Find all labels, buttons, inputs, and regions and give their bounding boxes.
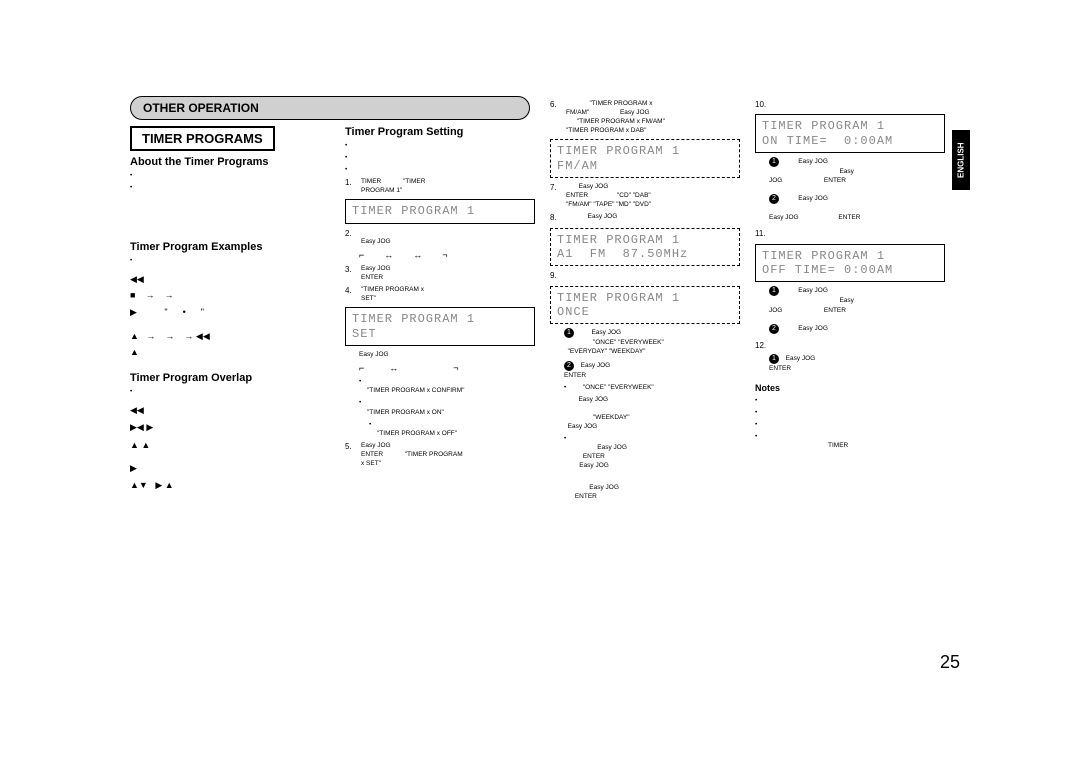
display-fmam: TIMER PROGRAM 1 FM/AM [550,139,740,178]
circle-2b-icon: 2 [769,194,779,204]
overlap-heading: Timer Program Overlap [130,372,330,384]
step-6-num: 6. [550,99,562,135]
display-freq: TIMER PROGRAM 1 A1 FM 87.50MHz [550,228,740,267]
setting-heading: Timer Program Setting [345,126,535,138]
circle-1b-icon: 1 [769,157,779,167]
step-11-num: 11. [755,228,767,239]
step-8-num: 8. [550,212,562,223]
step-12-num: 12. [755,340,767,351]
step-7-num: 7. [550,182,562,209]
examples-heading: Timer Program Examples [130,241,330,253]
about-heading: About the Timer Programs [130,156,330,168]
language-tab: ENGLISH [952,130,970,190]
notes-heading: Notes [755,383,945,393]
display-timer-program-1: TIMER PROGRAM 1 [345,199,535,223]
step-2-num: 2. [345,228,357,246]
circle-2-icon: 2 [564,361,574,371]
column-2: Timer Program Setting • • • 1. TIMER "TI… [345,96,535,666]
step-3-num: 3. [345,264,357,282]
column-1: OTHER OPERATION TIMER PROGRAMS About the… [130,96,330,666]
circle-2c-icon: 2 [769,324,779,334]
timeline-diagram-2: ◀◀ ▶◀ ▶ ▲ ▲ ▶ ▲▼ ▶ ▲ [130,402,330,493]
step-9-num: 9. [550,270,562,281]
circle-1c-icon: 1 [769,286,779,296]
main-title: TIMER PROGRAMS [130,126,275,151]
step-5-num: 5. [345,441,357,468]
circle-1d-icon: 1 [769,354,779,364]
display-off-time: TIMER PROGRAM 1 OFF TIME= 0:00AM [755,244,945,283]
column-4: 10. TIMER PROGRAM 1 ON TIME= 0:00AM 1 Ea… [755,96,945,666]
bracket-diagram-2: ⌐ ↔ ¬ [359,363,535,373]
circle-1-icon: 1 [564,328,574,338]
display-on-time: TIMER PROGRAM 1 ON TIME= 0:00AM [755,114,945,153]
timeline-diagram-1: ◀◀ ■ → → ▶ " • " ▲ → → → ◀◀ ▲ [130,271,330,360]
column-3: 6. "TIMER PROGRAM x FM/AM" Easy JOG "TIM… [550,96,740,666]
display-set: TIMER PROGRAM 1 SET [345,307,535,346]
step-10-num: 10. [755,99,767,110]
display-once: TIMER PROGRAM 1 ONCE [550,286,740,325]
step-4-num: 4. [345,285,357,303]
bracket-diagram-1: ⌐ ↔ ↔ ¬ [359,250,535,260]
step-1-num: 1. [345,177,357,195]
page-content: OTHER OPERATION TIMER PROGRAMS About the… [130,96,950,706]
